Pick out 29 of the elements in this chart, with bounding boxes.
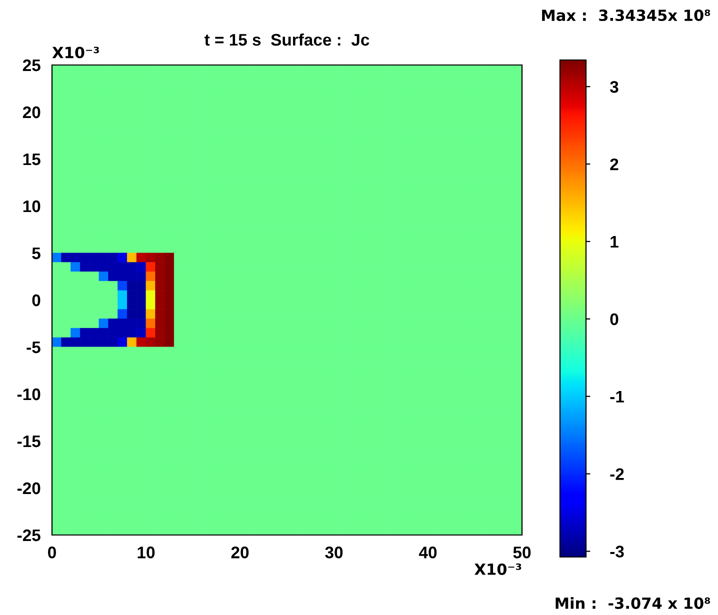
x-tick-label: 20 [231, 546, 249, 558]
x-tick-label: 30 [325, 546, 343, 558]
y-tick-label: 0 [32, 294, 40, 306]
color-bar-label: 0 [610, 313, 618, 326]
x-tick-label: 0 [48, 546, 56, 558]
y-tick-label: 20 [22, 106, 40, 118]
y-tick-label: -25 [17, 529, 40, 542]
y-tick-label: 15 [23, 154, 40, 166]
color-bar-label: -1 [610, 390, 624, 402]
text: Max : 3.34345x 10⁸ [542, 9, 710, 22]
y-tick-label: 25 [22, 59, 40, 72]
y-tick-label: -20 [17, 482, 40, 494]
chart-title: t = 15 s Surface : Jc [204, 33, 370, 46]
x-axis-title: X10⁻³ [474, 563, 522, 576]
y-tick-label: -15 [17, 436, 40, 448]
y-axis-title: X10⁻³ [52, 46, 99, 58]
color-bar-label: 1 [610, 236, 618, 248]
x-tick-label: 10 [138, 546, 155, 558]
y-tick-label: -5 [26, 342, 40, 354]
color-bar-label: 3 [610, 81, 618, 93]
y-tick-label: -10 [17, 388, 40, 400]
y-tick-label: 5 [32, 248, 40, 260]
color-bar-label: 2 [610, 158, 618, 170]
x-tick-label: 50 [513, 546, 531, 558]
color-bar-label: -3 [610, 546, 624, 558]
y-tick-label: 10 [23, 200, 40, 212]
color-bar-label: -2 [610, 468, 624, 480]
text: Min : -3.074 x 10⁸ [556, 597, 710, 609]
x-tick-label: 40 [418, 546, 437, 558]
